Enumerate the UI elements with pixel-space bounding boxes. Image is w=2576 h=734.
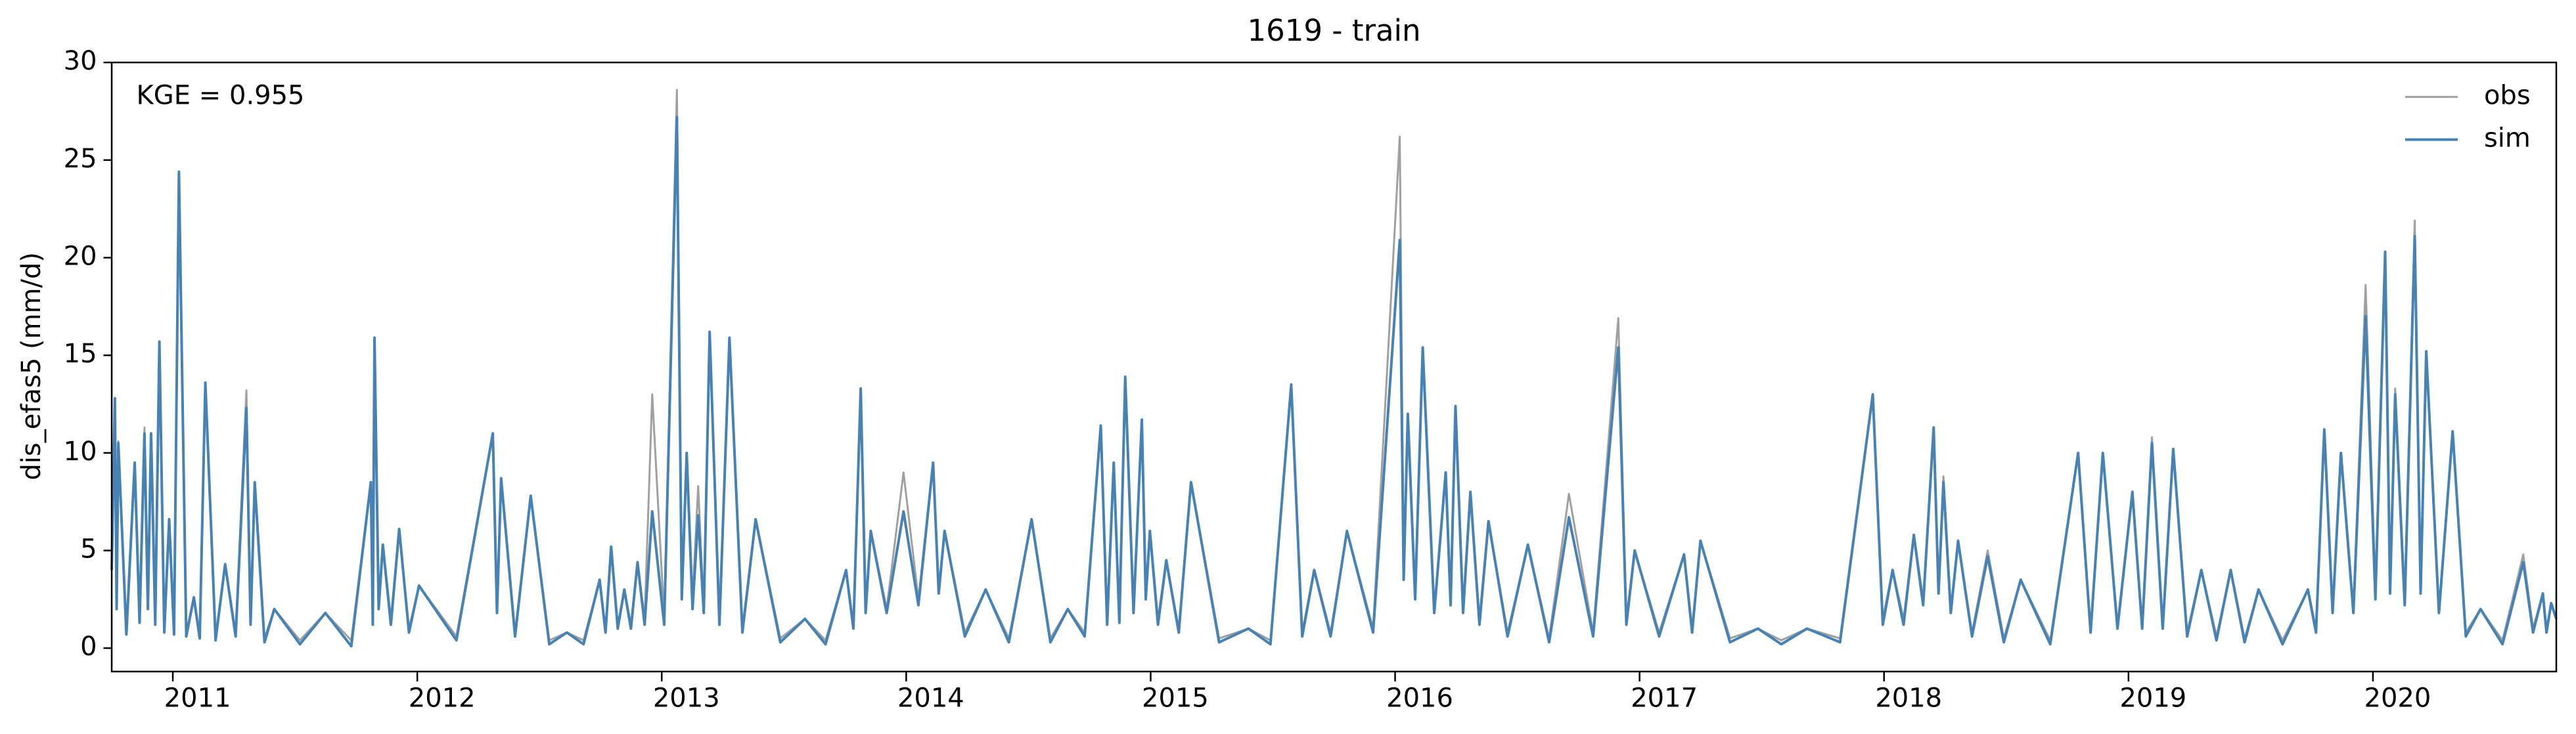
annotation: KGE = 0.955	[137, 81, 305, 111]
x-tick-label: 2014	[897, 683, 964, 713]
y-tick-label: 25	[64, 144, 97, 174]
y-tick-label: 10	[64, 437, 97, 467]
y-axis-label: dis_efas5 (mm/d)	[16, 252, 47, 481]
y-tick-label: 20	[64, 241, 97, 271]
x-tick-label: 2019	[2119, 683, 2186, 713]
x-tick-label: 2012	[409, 683, 476, 713]
y-tick-label: 5	[80, 534, 97, 565]
x-tick-label: 2016	[1386, 683, 1453, 713]
x-tick-label: 2015	[1142, 683, 1209, 713]
x-tick-label: 2013	[653, 683, 720, 713]
x-tick-label: 2020	[2364, 683, 2431, 713]
y-tick-label: 0	[80, 632, 97, 662]
chart-title: 1619 - train	[1247, 13, 1420, 48]
y-tick-label: 30	[64, 46, 97, 76]
x-tick-label: 2017	[1631, 683, 1698, 713]
series-line	[110, 89, 2558, 641]
x-tick-label: 2018	[1875, 683, 1942, 713]
plot-frame	[110, 61, 2558, 673]
series-line	[110, 116, 2558, 648]
x-tick-label: 2011	[164, 683, 231, 713]
y-tick-label: 15	[64, 339, 97, 369]
legend-label: sim	[2484, 123, 2531, 154]
legend-label: obs	[2484, 81, 2531, 111]
